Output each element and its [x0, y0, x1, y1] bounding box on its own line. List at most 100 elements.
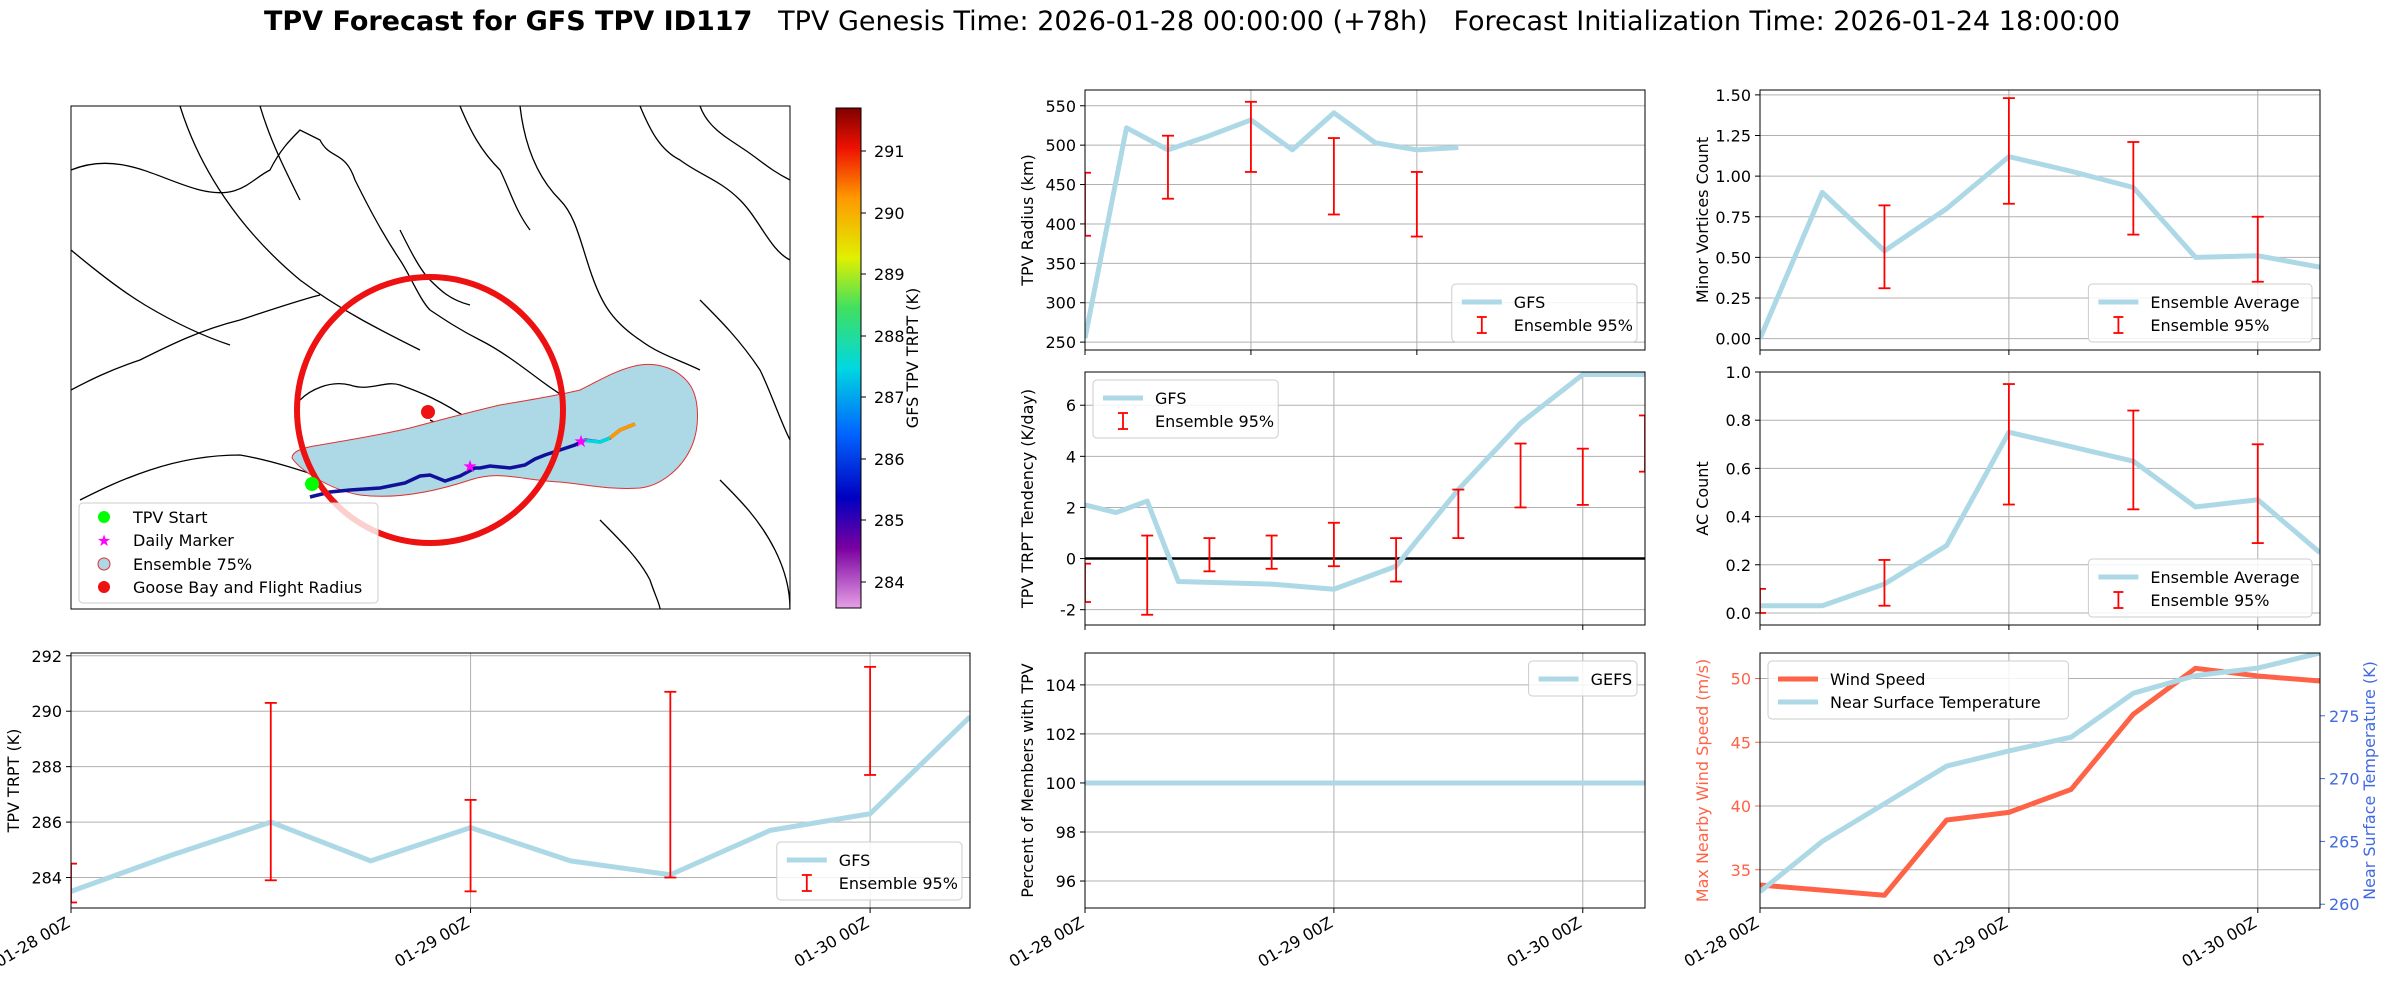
- y2tick-label: 260: [2329, 895, 2360, 914]
- map-legend: TPV Start ★ Daily Marker Ensemble 75% Go…: [78, 502, 379, 604]
- ytick-label: 0.00: [1715, 330, 1751, 349]
- error-bar: [1085, 171, 1091, 237]
- plot-area: [1760, 653, 2320, 898]
- legend-ensemble-icon: [97, 557, 111, 571]
- ytick-label: 0.6: [1726, 459, 1751, 478]
- ytick-label: 300: [1045, 294, 1076, 313]
- legend: Wind Speed Near Surface Temperature: [1767, 660, 2069, 720]
- error-bar: [1410, 171, 1423, 238]
- ytick-label: 292: [31, 647, 62, 666]
- legend-errorbar-icon: [1118, 412, 1128, 430]
- y2tick-label: 265: [2329, 832, 2360, 851]
- legend-goose-bay-icon: [98, 581, 110, 593]
- error-bar: [2127, 409, 2140, 511]
- error-bar: [1161, 134, 1174, 200]
- ytick-label: 0.0: [1726, 604, 1751, 623]
- legend-tpv-start: TPV Start: [132, 508, 208, 527]
- axes-frame: [1759, 89, 2321, 351]
- legend-tpv-start-icon: [98, 511, 110, 523]
- daily-marker-star: ★: [462, 457, 477, 477]
- ytick-label: 0: [1066, 550, 1076, 569]
- xtick-label: 01-29 00Z: [391, 913, 472, 971]
- chart-wind-temp: 35 40 45 50 01-28 00Z 01-29 00Z 01-30 00Z 260 26…: [1681, 652, 2379, 971]
- ytick-label: 96: [1056, 872, 1076, 891]
- y2tick-label: 275: [2329, 707, 2360, 726]
- goose-bay-marker: [421, 405, 435, 419]
- colorbar-tick: 284: [874, 573, 905, 592]
- ytick-label: 98: [1056, 823, 1076, 842]
- error-bar: [1390, 537, 1403, 583]
- legend-label: Ensemble 95%: [2150, 591, 2269, 610]
- figure-title: TPV Forecast for GFS TPV ID117 TPV Genes…: [0, 6, 2384, 37]
- title-tpv-id: TPV Forecast for GFS TPV ID117: [263, 6, 753, 37]
- legend: GFS Ensemble 95%: [1092, 379, 1279, 439]
- legend-label: GFS: [1155, 389, 1186, 408]
- tpv-start-marker: [305, 477, 319, 491]
- colorbar-label: GFS TPV TRPT (K): [903, 288, 922, 428]
- colorbar-tick: 290: [874, 204, 905, 223]
- error-bar: [1327, 137, 1340, 216]
- ytick-label: 2: [1066, 498, 1076, 517]
- y-axis-label: Max Nearby Wind Speed (m/s): [1693, 659, 1712, 902]
- error-bar: [1576, 447, 1589, 506]
- ytick-label: 0.2: [1726, 556, 1751, 575]
- plot-area: [71, 665, 970, 904]
- ytick-label: -2: [1060, 601, 1076, 620]
- y-axis-label: AC Count: [1693, 461, 1712, 535]
- xtick-label: 01-29 00Z: [1930, 913, 2011, 971]
- axes-frame: [1084, 652, 1646, 909]
- chart-ac-count: 0.0 0.2 0.4 0.6 0.8 1.0 AC Count Ensemble Avera…: [1693, 363, 2321, 630]
- legend-label: Near Surface Temperature: [1830, 693, 2041, 712]
- ytick-label: 500: [1045, 136, 1076, 155]
- colorbar-gradient: [835, 107, 862, 609]
- legend-label: GFS: [839, 851, 870, 870]
- ytick-label: 45: [1731, 733, 1751, 752]
- ytick-label: 104: [1045, 676, 1076, 695]
- series-line-near-surface-temperature: [1760, 653, 2320, 894]
- error-bar: [2002, 97, 2015, 205]
- ytick-label: 450: [1045, 176, 1076, 195]
- ytick-label: 286: [31, 813, 62, 832]
- legend-daily-marker: Daily Marker: [133, 531, 234, 550]
- error-bar: [1760, 587, 1766, 614]
- ytick-label: 550: [1045, 97, 1076, 116]
- series-line-wind-speed: [1760, 665, 2320, 898]
- legend-box: [2087, 558, 2313, 618]
- xtick-label: 01-28 00Z: [0, 913, 73, 971]
- legend-ensemble-75: Ensemble 75%: [133, 555, 252, 574]
- y-axis-label: Percent of Members with TPV: [1018, 663, 1037, 897]
- error-bar: [864, 665, 877, 776]
- ytick-label: 290: [31, 702, 62, 721]
- tpv-track-hot-segment: [608, 422, 636, 440]
- ytick-label: 6: [1066, 396, 1076, 415]
- colorbar-tick: 289: [874, 265, 905, 284]
- title-init-time: Forecast Initialization Time: 2026-01-24…: [1453, 6, 2121, 37]
- axes-frame: [1084, 89, 1646, 351]
- legend-box: [1767, 660, 2069, 720]
- ytick-label: 250: [1045, 333, 1076, 352]
- legend: Ensemble Average Ensemble 95%: [2087, 283, 2313, 343]
- error-bar: [1878, 204, 1891, 290]
- xtick-label: 01-30 00Z: [1503, 913, 1584, 971]
- error-bar: [1141, 534, 1154, 616]
- ytick-label: 100: [1045, 774, 1076, 793]
- ytick-label: 1.25: [1715, 127, 1751, 146]
- axes-frame: [1759, 371, 2321, 626]
- xtick-label: 01-28 00Z: [1006, 913, 1087, 971]
- legend-label: Ensemble 95%: [1514, 316, 1633, 335]
- y-axis-label: TPV TRPT Tendency (K/day): [1018, 389, 1037, 609]
- ytick-label: 102: [1045, 725, 1076, 744]
- legend-label: Ensemble Average: [2150, 568, 2299, 587]
- plot-area: [1085, 100, 1459, 339]
- ytick-label: 0.4: [1726, 508, 1751, 527]
- ytick-label: 1.50: [1715, 86, 1751, 105]
- legend-box: [1451, 283, 1638, 343]
- chart-tendency: -2 0 2 4 6 TPV TRPT Tendency (K/day) GFS Ensemb…: [1018, 371, 1646, 630]
- legend: GEFS: [1528, 660, 1638, 697]
- ytick-label: 0.75: [1715, 208, 1751, 227]
- error-bar: [2002, 383, 2015, 506]
- xtick-label: 01-29 00Z: [1255, 913, 1336, 971]
